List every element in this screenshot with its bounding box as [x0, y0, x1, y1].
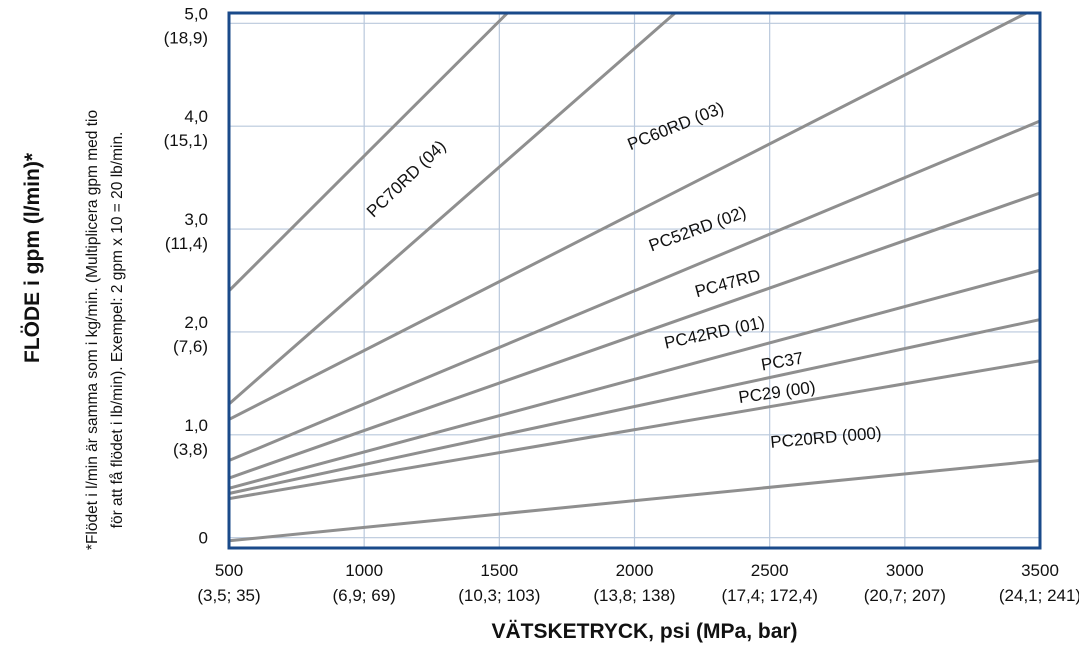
- y-tick-label: 0: [199, 529, 208, 548]
- y-tick-label: 5,0: [184, 4, 208, 23]
- x-tick-sublabel: (13,8; 138): [593, 586, 675, 605]
- series-line-pc42rd-01: [229, 191, 1040, 480]
- series-line-pc52rd-02: [229, 13, 1028, 421]
- flow-note-line-1: *Flödet i l/min är samma som i kg/min. (…: [84, 110, 101, 550]
- series-label: PC47RD: [693, 266, 763, 302]
- x-tick-label: 500: [215, 561, 243, 580]
- x-tick-sublabel: (17,4; 172,4): [721, 586, 817, 605]
- series-line-pc20rd-000: [229, 359, 1040, 501]
- y-tick-sublabel: (3,8): [173, 440, 208, 459]
- series-label: PC70RD (04): [363, 137, 450, 222]
- x-tick-sublabel: (24,1; 241): [999, 586, 1079, 605]
- x-tick-label: 3500: [1021, 561, 1059, 580]
- x-tick-sublabel: (3,5; 35): [197, 586, 260, 605]
- flow-note-line-2: för att få flödet i lb/min). Exempel: 2 …: [109, 132, 126, 529]
- series-label: PC20RD (000): [770, 423, 883, 452]
- y-tick-label: 1,0: [184, 416, 208, 435]
- y-tick-sublabel: (15,1): [164, 131, 208, 150]
- series-line-pc60rd-03: [229, 13, 677, 406]
- series-line-pc70rd-04: [229, 13, 509, 292]
- x-tick-label: 2500: [751, 561, 789, 580]
- series-layer: [229, 13, 1040, 543]
- y-tick-sublabel: (7,6): [173, 337, 208, 356]
- y-tick-sublabel: (18,9): [164, 28, 208, 47]
- series-line-pc37: [229, 268, 1040, 490]
- x-tick-label: 1500: [480, 561, 518, 580]
- series-line-pc47rd: [229, 119, 1040, 462]
- x-tick-label: 2000: [616, 561, 654, 580]
- tick-layer: 500 (3,5; 35) 1000 (6,9; 69) 1500 (10,3; 103)…: [164, 4, 1079, 605]
- plot-frame: [227, 11, 1042, 550]
- x-tick-label: 1000: [345, 561, 383, 580]
- x-axis-title: VÄTSKETRYCK, psi (MPa, bar): [491, 620, 797, 643]
- y-tick-label: 4,0: [184, 107, 208, 126]
- grid-layer: [228, 13, 1041, 548]
- series-line-pc29-00: [229, 318, 1040, 495]
- y-tick-label: 2,0: [184, 313, 208, 332]
- y-tick-sublabel: (11,4): [165, 234, 208, 253]
- series-line-baseline: [229, 459, 1040, 543]
- x-tick-sublabel: (10,3; 103): [458, 586, 540, 605]
- x-tick-sublabel: (20,7; 207): [864, 586, 946, 605]
- x-tick-label: 3000: [886, 561, 924, 580]
- y-axis-title: FLÖDE i gpm (l/min)*: [21, 152, 44, 363]
- y-tick-label: 3,0: [184, 210, 208, 229]
- x-tick-sublabel: (6,9; 69): [333, 586, 396, 605]
